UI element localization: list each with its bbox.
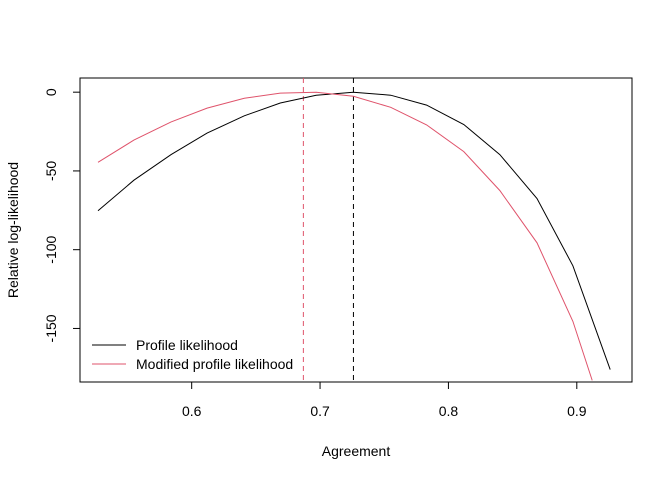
x-axis: 0.6 0.7 0.8 0.9 [182, 381, 587, 419]
legend-label-modified: Modified profile likelihood [136, 356, 293, 372]
x-tick-label: 0.6 [182, 403, 202, 419]
y-tick-label: 0 [43, 88, 59, 96]
y-tick-label: -100 [43, 235, 59, 263]
series-lines [97, 91, 611, 381]
x-tick-label: 0.9 [567, 403, 587, 419]
x-tick-label: 0.8 [439, 403, 459, 419]
y-axis: 0 -50 -100 -150 [43, 88, 81, 342]
y-tick-label: -150 [43, 314, 59, 342]
legend-label-profile: Profile likelihood [136, 337, 238, 353]
x-tick-label: 0.7 [310, 403, 330, 419]
series-line-1 [97, 91, 593, 381]
legend: Profile likelihood Modified profile like… [92, 337, 293, 372]
series-line-0 [97, 91, 611, 370]
mle-vertical-lines [302, 78, 354, 382]
y-tick-label: -50 [43, 161, 59, 181]
x-axis-label: Agreement [322, 443, 391, 459]
y-axis-label: Relative log-likelihood [5, 162, 21, 298]
